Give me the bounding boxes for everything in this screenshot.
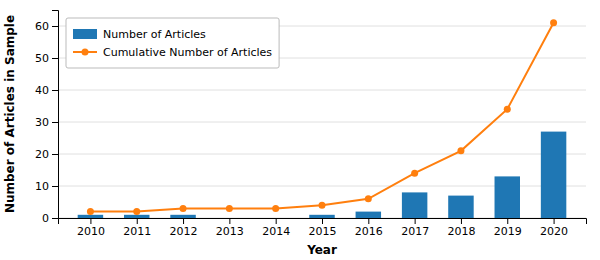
legend-item: Number of Articles — [73, 28, 206, 41]
tick-mark — [52, 186, 58, 187]
tick-label: 10 — [35, 180, 49, 193]
tick-mark — [415, 218, 416, 224]
legend-swatch — [73, 29, 97, 39]
tick-label: 30 — [35, 116, 49, 129]
marker — [226, 205, 233, 212]
tick-label: 2016 — [355, 225, 383, 238]
tick-label: 2019 — [494, 225, 522, 238]
tick-label: 2017 — [401, 225, 429, 238]
tick: 20 — [35, 148, 58, 161]
tick: 2011 — [123, 218, 151, 238]
tick-mark — [52, 122, 58, 123]
tick-mark — [52, 26, 58, 27]
bar — [448, 196, 473, 218]
bar — [309, 215, 334, 218]
legend-label: Number of Articles — [103, 28, 206, 41]
line-series — [87, 19, 557, 215]
tick: 2012 — [170, 218, 198, 238]
tick: 2015 — [309, 218, 337, 238]
x-axis: 2010 2011 2012 2013 2014 2015 2016 2017 2018 2019… — [59, 218, 587, 238]
legend-marker — [82, 49, 89, 56]
axis-line — [59, 219, 587, 225]
legend: Number of Articles Cumulative Number of A… — [66, 18, 279, 68]
tick: 40 — [35, 84, 58, 97]
tick: 30 — [35, 116, 58, 129]
tick-label: 2015 — [309, 225, 337, 238]
tick: 2019 — [494, 218, 522, 238]
tick-mark — [554, 218, 555, 224]
tick-label: 20 — [35, 148, 49, 161]
tick-label: 2018 — [447, 225, 475, 238]
axis-line — [52, 11, 59, 219]
tick: 2017 — [401, 218, 429, 238]
grid-line — [58, 122, 586, 123]
bar — [217, 218, 242, 219]
bar — [495, 176, 520, 218]
x-axis-title: Year — [306, 243, 337, 257]
tick-mark — [183, 218, 184, 224]
grid — [58, 26, 586, 218]
bar — [124, 215, 149, 218]
tick-label: 60 — [35, 20, 49, 33]
tick: 2010 — [77, 218, 105, 238]
marker — [457, 147, 464, 154]
marker — [133, 208, 140, 215]
tick: 50 — [35, 52, 58, 65]
y-axis: 0 10 20 30 40 50 60 — [35, 11, 59, 226]
marker — [550, 19, 557, 26]
tick: 2014 — [262, 218, 290, 238]
tick: 60 — [35, 20, 58, 33]
tick-mark — [52, 154, 58, 155]
bar — [78, 215, 103, 218]
tick-label: 0 — [42, 212, 49, 225]
legend-item: Cumulative Number of Articles — [73, 46, 272, 59]
tick-mark — [52, 218, 58, 219]
tick-label: 2014 — [262, 225, 290, 238]
tick-label: 2010 — [77, 225, 105, 238]
marker — [504, 106, 511, 113]
tick-mark — [507, 218, 508, 224]
bar — [170, 215, 195, 218]
legend-label: Cumulative Number of Articles — [103, 46, 272, 59]
tick: 10 — [35, 180, 58, 193]
tick-label: 50 — [35, 52, 49, 65]
tick-label: 2012 — [170, 225, 198, 238]
tick: 2020 — [540, 218, 568, 238]
tick: 0 — [42, 212, 58, 225]
tick-label: 2013 — [216, 225, 244, 238]
bar — [356, 212, 381, 218]
bar — [402, 192, 427, 218]
bar — [541, 132, 566, 218]
tick-mark — [90, 218, 91, 224]
marker — [319, 202, 326, 209]
tick-mark — [52, 90, 58, 91]
tick-label: 2011 — [123, 225, 151, 238]
legend-box — [66, 18, 279, 68]
marker — [365, 195, 372, 202]
tick-mark — [368, 218, 369, 224]
y-axis-title: Number of Articles in Sample — [3, 15, 17, 213]
marker — [411, 170, 418, 177]
line — [90, 23, 553, 212]
marker — [180, 205, 187, 212]
plot-area — [78, 19, 567, 218]
chart: 2010201120122013201420152016201720182019… — [0, 0, 600, 260]
tick-mark — [461, 218, 462, 224]
tick: 2018 — [447, 218, 475, 238]
bar — [263, 218, 288, 219]
tick-mark — [276, 218, 277, 224]
tick-mark — [137, 218, 138, 224]
tick: 2013 — [216, 218, 244, 238]
tick-mark — [322, 218, 323, 224]
tick: 2016 — [355, 218, 383, 238]
grid-line — [58, 90, 586, 91]
marker — [272, 205, 279, 212]
bar-series — [78, 132, 567, 218]
tick-label: 2020 — [540, 225, 568, 238]
tick-mark — [52, 58, 58, 59]
grid-line — [58, 154, 586, 155]
tick-label: 40 — [35, 84, 49, 97]
marker — [87, 208, 94, 215]
tick-mark — [229, 218, 230, 224]
